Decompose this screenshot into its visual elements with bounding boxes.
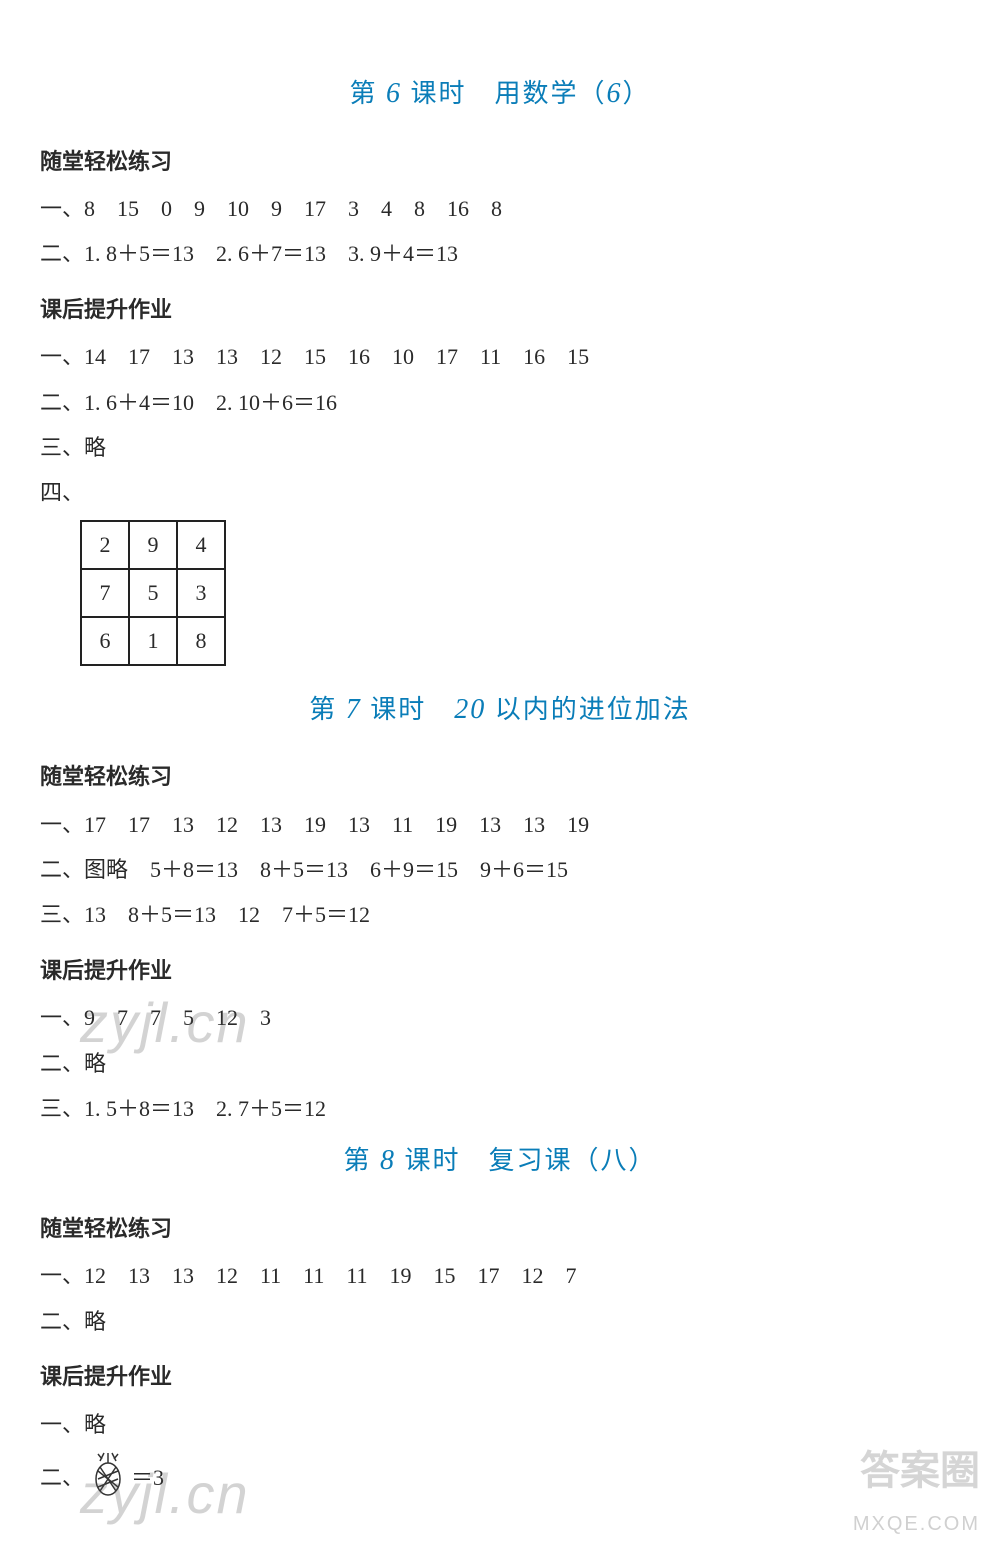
cell: 1	[129, 617, 177, 665]
title-text: 课时 复习课（八）	[405, 1146, 657, 1175]
answer-line: 一、9 7 7 5 12 3	[40, 999, 960, 1036]
answer-line: 三、1. 5＋8＝13 2. 7＋5＝12	[40, 1090, 960, 1127]
answer-line: 二、 ＝3	[40, 1451, 960, 1508]
title-text: 第	[343, 1146, 371, 1175]
title-num-paren: 6	[607, 78, 623, 109]
section-heading: 课后提升作业	[40, 952, 960, 989]
answer-line: 一、14 17 13 13 12 15 16 10 17 11 16 15	[40, 338, 960, 375]
answer-line: 一、略	[40, 1406, 960, 1443]
cell: 6	[81, 617, 129, 665]
answer-line: 一、17 17 13 12 13 19 13 11 19 13 13 19	[40, 806, 960, 843]
table-row: 2 9 4	[81, 521, 225, 569]
title-text: 课时 用数学（	[410, 79, 606, 108]
section-heading: 课后提升作业	[40, 1358, 960, 1395]
title-num: 6	[386, 78, 402, 109]
cell: 8	[177, 617, 225, 665]
title-text: 第	[309, 695, 337, 724]
line-prefix: 二、	[40, 1465, 84, 1490]
title-text: 以内的进位加法	[486, 695, 691, 724]
answer-line: 二、略	[40, 1303, 960, 1340]
answer-line: 一、12 13 13 12 11 11 11 19 15 17 12 7	[40, 1257, 960, 1294]
answer-line: 四、	[40, 474, 960, 511]
answer-line: 二、图略 5＋8＝13 8＋5＝13 6＋9＝15 9＋6＝15	[40, 851, 960, 888]
section-heading: 课后提升作业	[40, 291, 960, 328]
answer-line: 二、略	[40, 1045, 960, 1082]
title-text: 课时	[370, 695, 454, 724]
pineapple-icon	[90, 1451, 126, 1508]
lesson6-title: 第 6 课时 用数学（6）	[40, 70, 960, 118]
answer-line: 一、8 15 0 9 10 9 17 3 4 8 16 8	[40, 190, 960, 227]
section-heading: 随堂轻松练习	[40, 143, 960, 180]
lesson8-title: 第 8 课时 复习课（八）	[40, 1137, 960, 1185]
cell: 3	[177, 569, 225, 617]
answer-line: 二、1. 6＋4＝10 2. 10＋6＝16	[40, 384, 960, 421]
title-text: ）	[623, 79, 651, 108]
cell: 4	[177, 521, 225, 569]
answer-line: 三、13 8＋5＝13 12 7＋5＝12	[40, 896, 960, 933]
title-num: 7	[346, 694, 362, 725]
equation-text: ＝3	[131, 1465, 164, 1490]
title-num2: 20	[454, 694, 486, 725]
answer-line: 三、略	[40, 429, 960, 466]
cell: 5	[129, 569, 177, 617]
title-text: 第	[349, 79, 377, 108]
cell: 9	[129, 521, 177, 569]
cell: 7	[81, 569, 129, 617]
table-row: 7 5 3	[81, 569, 225, 617]
section-heading: 随堂轻松练习	[40, 758, 960, 795]
cell: 2	[81, 521, 129, 569]
section-heading: 随堂轻松练习	[40, 1210, 960, 1247]
lesson7-title: 第 7 课时 20 以内的进位加法	[40, 686, 960, 734]
title-num: 8	[380, 1145, 396, 1176]
answer-line: 二、1. 8＋5＝13 2. 6＋7＝13 3. 9＋4＝13	[40, 235, 960, 272]
table-row: 6 1 8	[81, 617, 225, 665]
magic-square-table: 2 9 4 7 5 3 6 1 8	[80, 520, 226, 666]
